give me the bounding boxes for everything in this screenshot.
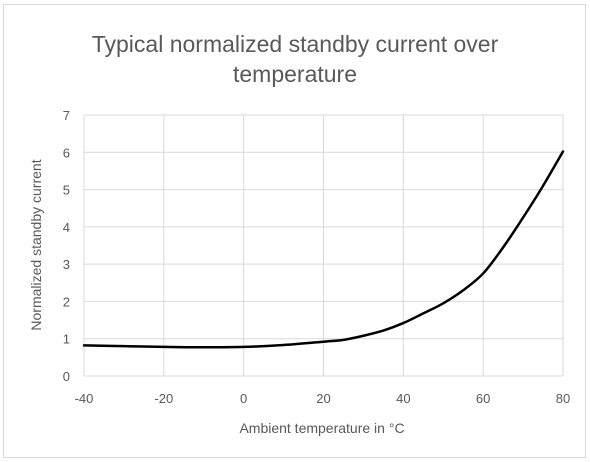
chart-title-line-1: Typical normalized standby current over (92, 31, 499, 57)
y-tick-label: 0 (63, 369, 70, 384)
x-axis-title: Ambient temperature in °C (239, 420, 404, 436)
series-layer (82, 150, 565, 349)
y-tick-labels: 0 1 2 3 4 5 6 7 (63, 108, 70, 384)
y-tick-label: 6 (63, 145, 70, 160)
y-tick-label: 3 (63, 257, 70, 272)
x-tick-label: 60 (476, 391, 490, 406)
x-tick-labels: -40 -20 0 20 40 60 80 (75, 391, 571, 406)
chart-frame (3, 4, 586, 458)
series-line (82, 150, 565, 349)
x-tick-label: -40 (75, 391, 94, 406)
x-tick-label: 20 (316, 391, 330, 406)
y-tick-label: 5 (63, 183, 70, 198)
y-tick-label: 1 (63, 332, 70, 347)
y-axis-title: Normalized standby current (28, 159, 44, 330)
x-tick-label: 40 (396, 391, 410, 406)
grid-lines (83, 114, 564, 377)
x-tick-label: 80 (556, 391, 570, 406)
chart-title-line-2: temperature (233, 61, 357, 87)
x-tick-label: -20 (154, 391, 173, 406)
x-tick-label: 0 (240, 391, 247, 406)
y-tick-label: 4 (63, 220, 70, 235)
y-tick-label: 7 (63, 108, 70, 123)
y-tick-label: 2 (63, 294, 70, 309)
